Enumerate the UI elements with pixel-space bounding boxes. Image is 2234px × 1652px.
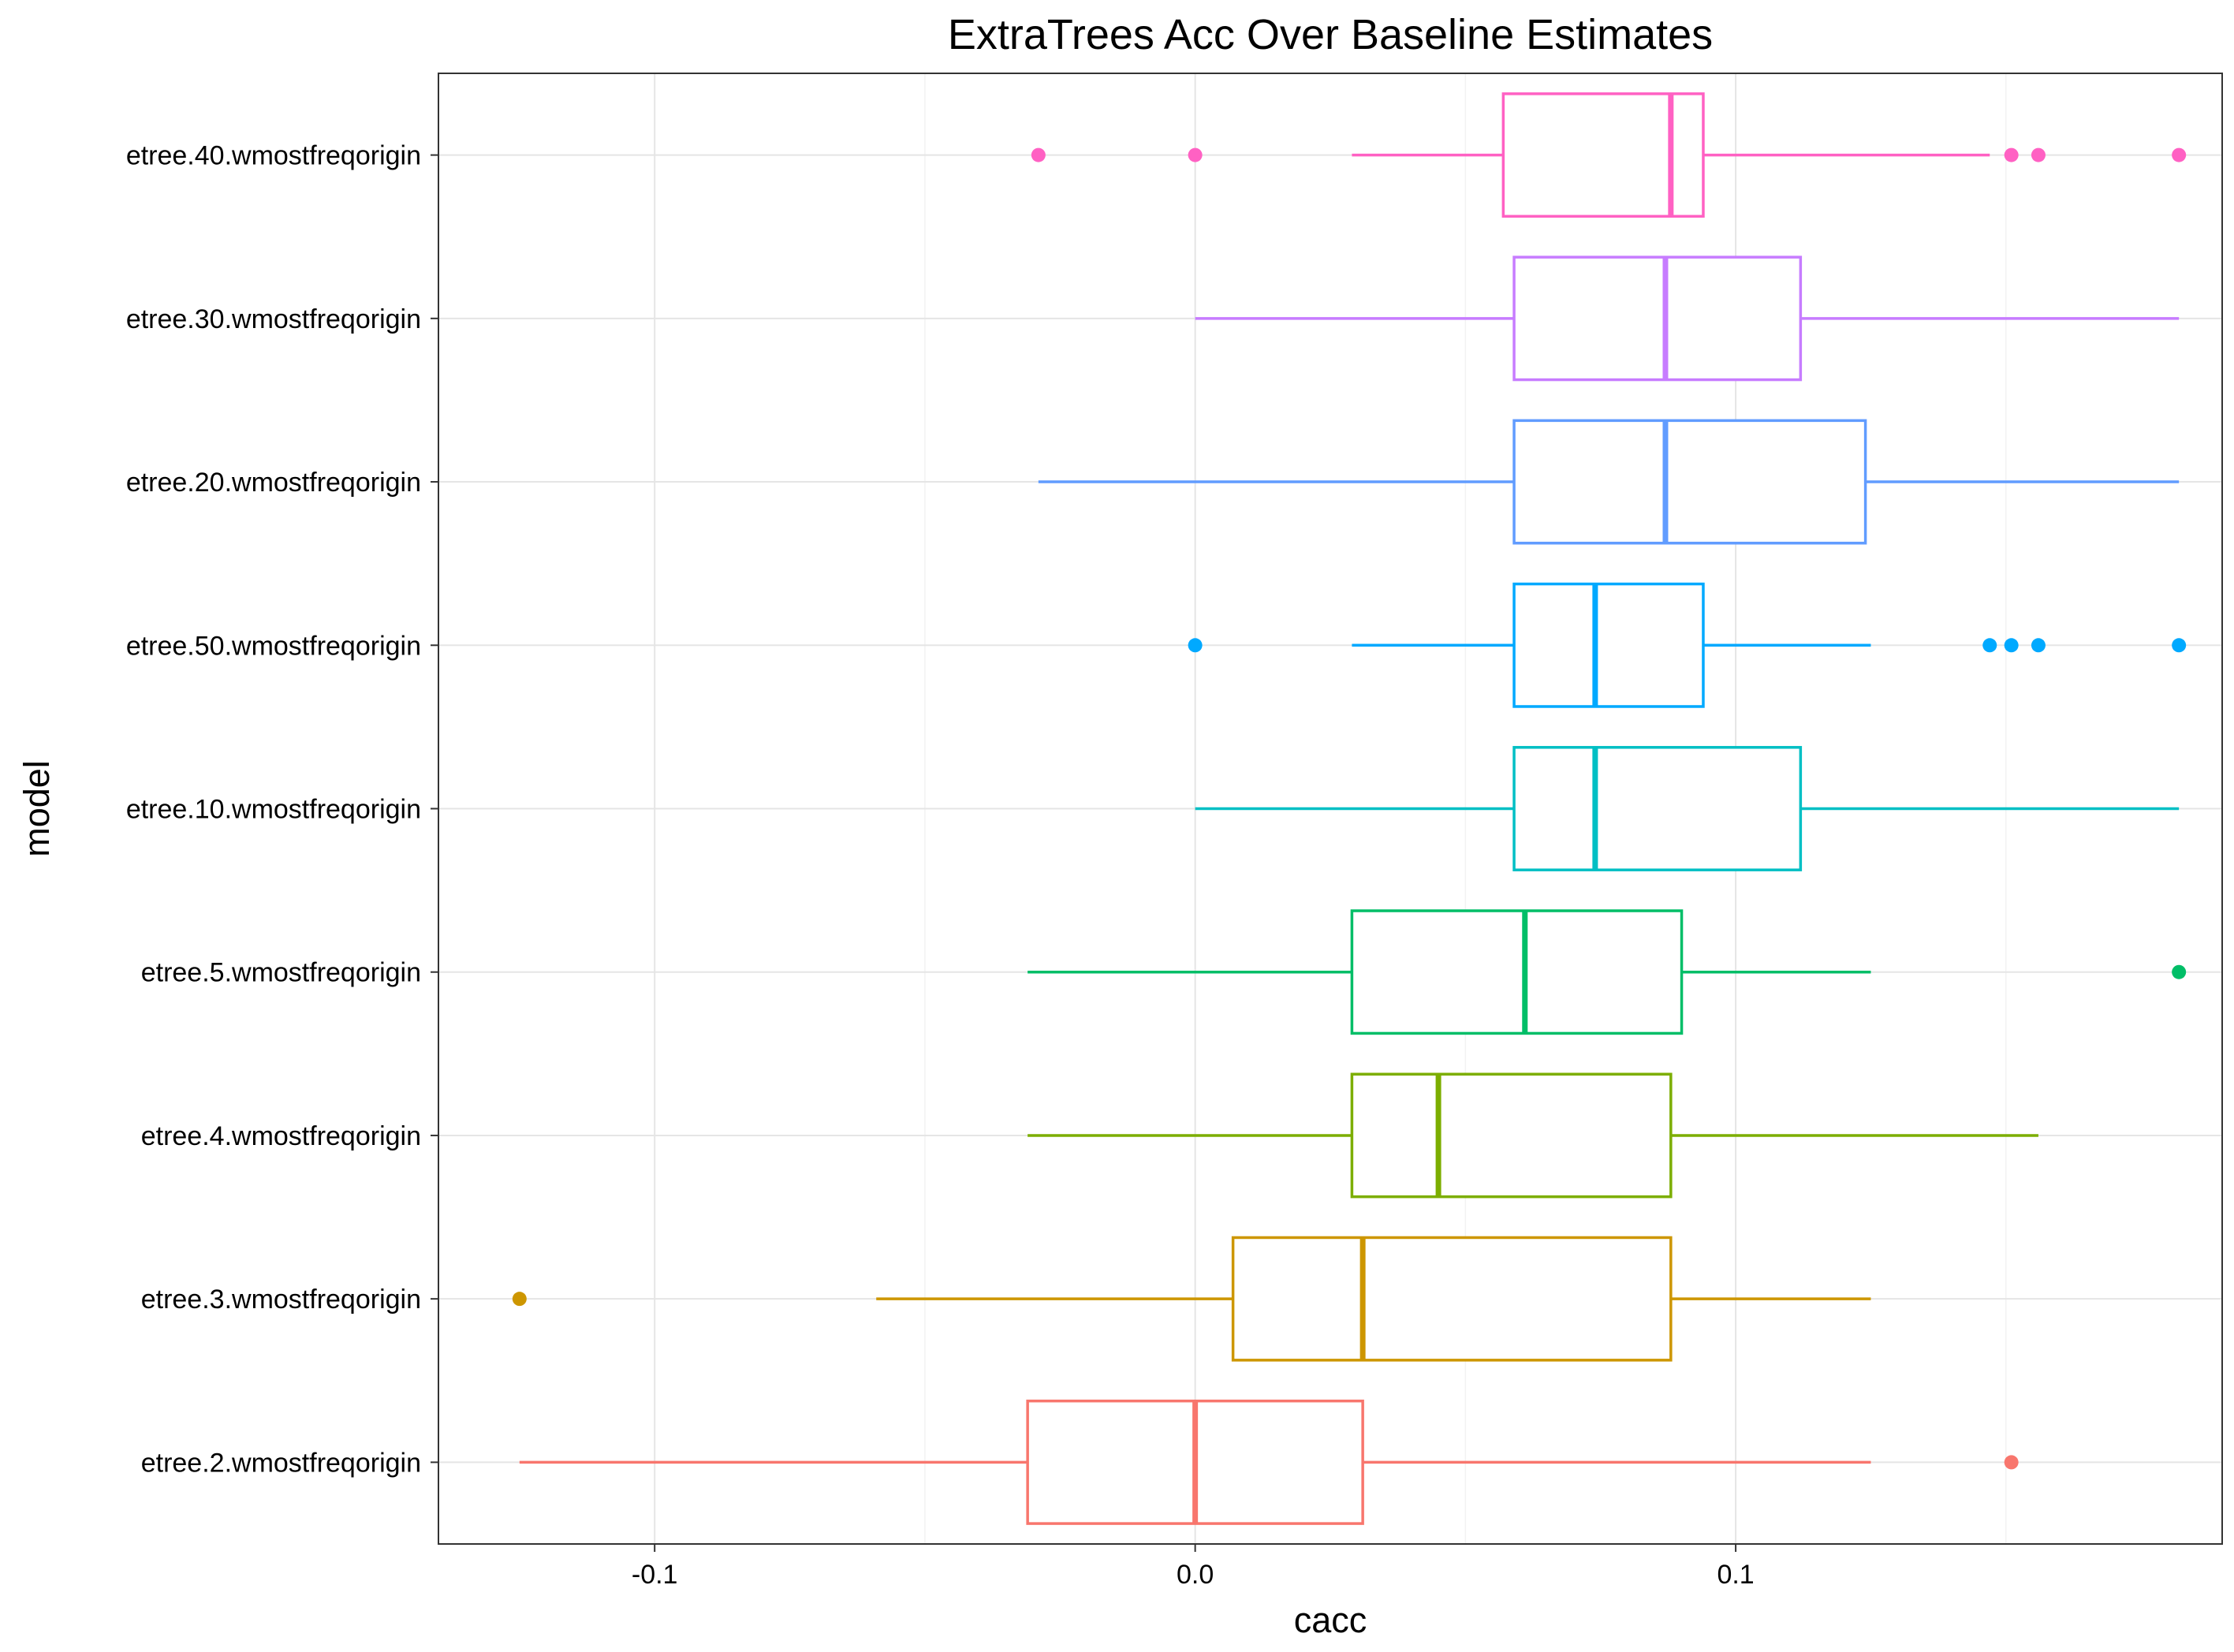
box-etree.40.wmostfreqorigin — [1031, 92, 2187, 218]
box-etree.50.wmostfreqorigin — [1188, 582, 2187, 708]
box-etree.5.wmostfreqorigin — [1027, 909, 2187, 1035]
x-tick-label: 0.0 — [1177, 1560, 1214, 1590]
outlier-point — [1982, 638, 1997, 653]
outlier-point — [2004, 638, 2019, 653]
box-etree.4.wmostfreqorigin — [1027, 1072, 2038, 1199]
box-etree.10.wmostfreqorigin — [1195, 746, 2180, 871]
box-etree.3.wmostfreqorigin — [512, 1236, 1871, 1362]
y-tick-label: etree.4.wmostfreqorigin — [141, 1121, 421, 1151]
y-tick-label: etree.5.wmostfreqorigin — [141, 958, 421, 988]
y-tick-label: etree.50.wmostfreqorigin — [126, 631, 421, 661]
iqr-box — [1512, 419, 1867, 545]
y-tick-label: etree.10.wmostfreqorigin — [126, 795, 421, 825]
outlier-point — [1031, 147, 1046, 162]
iqr-box — [1512, 582, 1705, 708]
iqr-box — [1350, 909, 1684, 1035]
outlier-point — [2172, 964, 2187, 979]
outlier-point — [1188, 638, 1203, 653]
x-tick-label: -0.1 — [632, 1560, 678, 1590]
y-axis-title: model — [17, 760, 57, 857]
x-axis-title: cacc — [1294, 1600, 1367, 1640]
outlier-point — [1188, 147, 1203, 162]
iqr-box — [1512, 255, 1803, 382]
iqr-box — [1512, 746, 1803, 871]
outlier-point — [2004, 1455, 2019, 1470]
iqr-box — [1231, 1236, 1673, 1362]
y-tick-label: etree.20.wmostfreqorigin — [126, 468, 421, 498]
box-etree.2.wmostfreqorigin — [519, 1399, 2019, 1525]
y-tick-label: etree.30.wmostfreqorigin — [126, 304, 421, 334]
outlier-point — [2172, 147, 2187, 162]
x-tick-label: 0.1 — [1717, 1560, 1754, 1590]
y-tick-label: etree.2.wmostfreqorigin — [141, 1448, 421, 1478]
chart-title: ExtraTrees Acc Over Baseline Estimates — [948, 11, 1713, 58]
box-layer — [512, 92, 2187, 1525]
box-etree.20.wmostfreqorigin — [1038, 419, 2180, 545]
outlier-point — [512, 1292, 527, 1307]
outlier-point — [2004, 147, 2019, 162]
outlier-point — [2031, 147, 2046, 162]
outlier-point — [2172, 638, 2187, 653]
y-tick-label: etree.40.wmostfreqorigin — [126, 141, 421, 171]
outlier-point — [2031, 638, 2046, 653]
box-etree.30.wmostfreqorigin — [1195, 255, 2180, 382]
iqr-box — [1350, 1072, 1673, 1199]
axis-layer: -0.1 0.0 0.1 etree.2.wmostfreqorigin etree.3… — [126, 141, 1755, 1590]
y-tick-label: etree.3.wmostfreqorigin — [141, 1285, 421, 1315]
